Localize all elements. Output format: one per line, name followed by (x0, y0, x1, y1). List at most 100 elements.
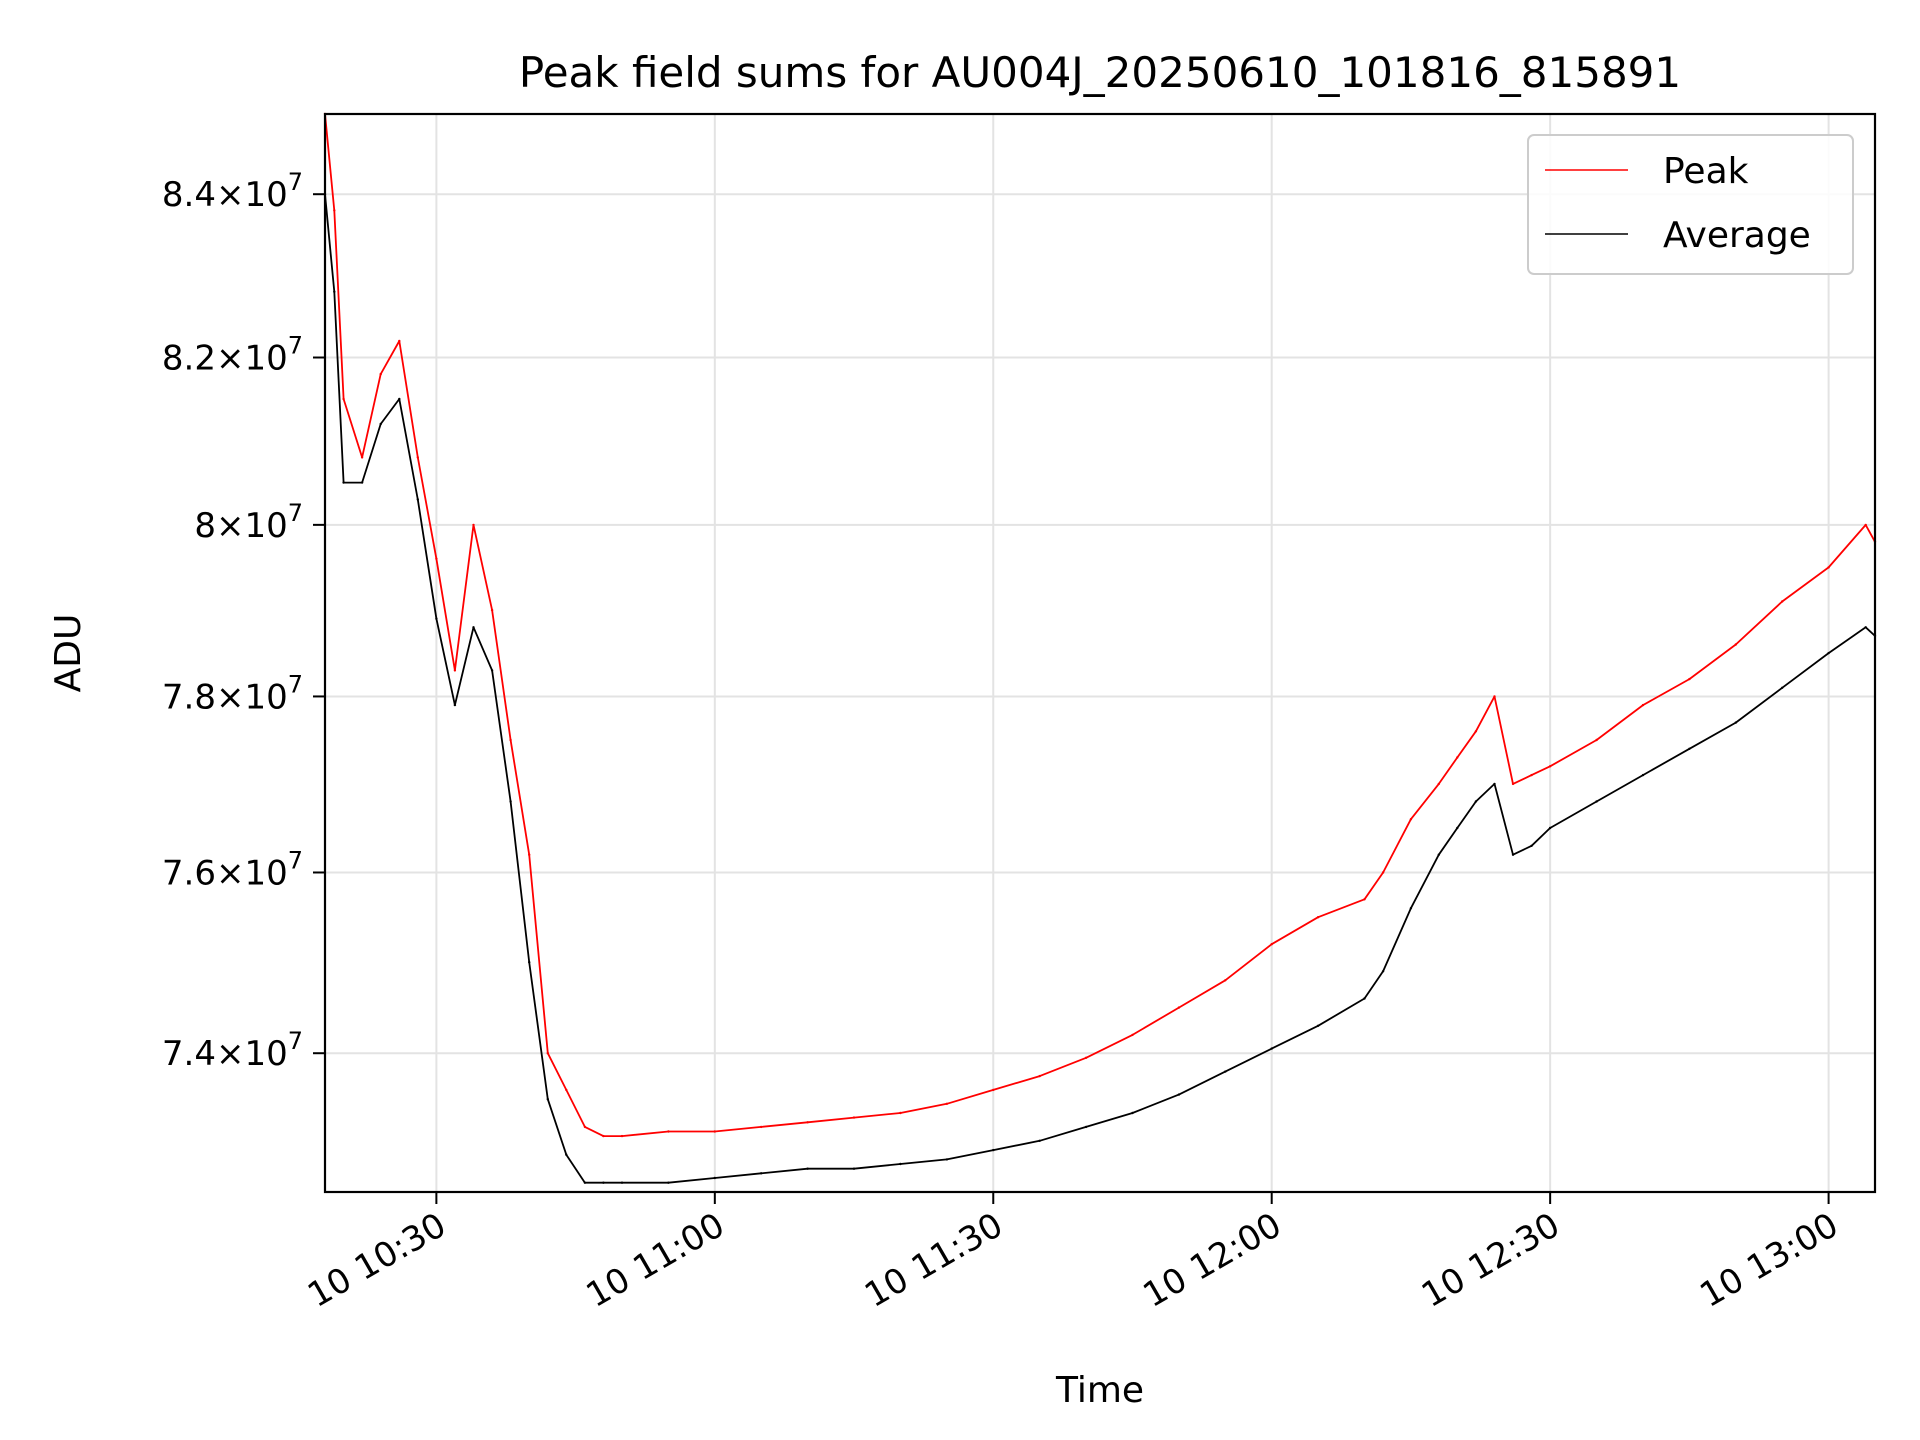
data-point-peak (1131, 1033, 1134, 1037)
data-point-peak (1224, 979, 1227, 982)
y-tick-label: 8×107 (194, 499, 303, 546)
data-point-average (453, 703, 457, 707)
data-point-average (760, 1172, 763, 1175)
y-axis-ticks: 7.4×107 7.6×107 7.8×107 8×107 8.2×107 8.4×107 (162, 168, 325, 1074)
data-point-average (1177, 1093, 1181, 1096)
x-tick-label: 10 12:00 (1137, 1205, 1289, 1316)
data-point-peak (1381, 871, 1385, 874)
data-point-average (1688, 747, 1691, 750)
data-point-peak (1548, 765, 1552, 768)
data-point-average (379, 422, 382, 426)
data-point-average (1734, 721, 1738, 724)
data-point-peak (1177, 1006, 1181, 1009)
data-point-average (398, 397, 401, 401)
data-point-average (1493, 782, 1496, 786)
data-point-average (583, 1181, 587, 1184)
data-point-average (360, 481, 364, 484)
chart-title: Peak field sums for AU004J_20250610_1018… (519, 48, 1681, 97)
data-point-average (992, 1148, 995, 1152)
data-point-peak (453, 669, 457, 672)
data-point-peak (1038, 1074, 1041, 1078)
data-point-average (1548, 826, 1552, 830)
data-point-average (333, 290, 336, 293)
data-point-peak (1530, 773, 1533, 777)
data-point-peak (1456, 756, 1459, 759)
series-lines (323, 112, 1877, 1184)
data-point-average (1270, 1047, 1273, 1050)
data-point-average (1530, 844, 1533, 847)
plot-frame (323, 112, 1877, 1194)
series-line-average (324, 194, 1876, 1184)
data-point-average (945, 1158, 949, 1161)
y-tick-label: 7.4×107 (162, 1027, 303, 1074)
data-point-average (1781, 686, 1784, 689)
data-point-peak (1270, 943, 1273, 946)
data-point-peak (1437, 782, 1441, 786)
data-point-peak (1409, 818, 1413, 821)
data-point-average (1084, 1125, 1088, 1129)
data-point-average (713, 1176, 716, 1180)
data-point-peak (416, 456, 419, 459)
data-point-average (1827, 651, 1830, 655)
data-point-peak (760, 1125, 763, 1129)
data-point-peak (667, 1130, 670, 1133)
data-point-average (667, 1181, 670, 1184)
data-point-average (1131, 1111, 1134, 1115)
data-point-average (1641, 773, 1645, 777)
grid-lines (325, 114, 1875, 1192)
data-point-average (565, 1153, 568, 1156)
data-point-peak (490, 608, 494, 612)
y-axis-label: ADU (48, 614, 89, 693)
x-axis-label: Time (1055, 1370, 1144, 1411)
data-point-peak (379, 372, 382, 376)
data-point-peak (1734, 643, 1738, 646)
data-point-peak (1511, 782, 1515, 786)
data-point-average (1316, 1024, 1320, 1028)
data-point-average (416, 498, 419, 501)
data-point-peak (360, 456, 364, 459)
data-point-peak (1363, 898, 1366, 901)
data-point-average (806, 1167, 809, 1170)
data-point-peak (435, 557, 438, 560)
data-point-peak (342, 397, 345, 401)
data-point-average (1474, 800, 1478, 803)
data-point-peak (583, 1125, 587, 1129)
data-point-average (1456, 826, 1459, 830)
data-point-average (852, 1167, 856, 1170)
data-point-peak (398, 339, 401, 343)
data-point-peak (472, 523, 475, 527)
data-point-peak (565, 1088, 568, 1092)
data-point-peak (528, 853, 531, 856)
data-point-average (1409, 907, 1413, 910)
data-point-average (490, 669, 494, 672)
data-point-average (472, 626, 475, 629)
data-point-average (435, 617, 438, 620)
data-point-average (342, 481, 345, 484)
x-tick-label: 10 11:00 (580, 1205, 732, 1316)
data-point-average (509, 800, 512, 803)
legend-average-label: Average (1663, 215, 1811, 256)
x-axis-ticks: 10 10:30 10 11:00 10 11:30 10 12:00 10 12:30… (301, 1192, 1845, 1316)
data-point-average (1864, 626, 1867, 629)
data-point-peak (1084, 1056, 1088, 1060)
data-point-peak (546, 1052, 549, 1055)
data-point-peak (713, 1130, 716, 1133)
x-tick-label: 10 13:00 (1693, 1205, 1845, 1316)
data-point-average (1224, 1070, 1227, 1073)
data-point-average (528, 961, 531, 964)
data-point-peak (509, 738, 512, 742)
data-point-average (602, 1181, 605, 1184)
x-tick-label: 10 12:30 (1415, 1205, 1567, 1316)
data-point-average (620, 1181, 624, 1184)
data-point-average (1363, 997, 1366, 1000)
data-point-peak (1827, 566, 1830, 569)
data-point-peak (602, 1134, 605, 1138)
data-point-peak (1316, 916, 1320, 919)
data-point-peak (1641, 703, 1645, 707)
data-point-peak (1493, 695, 1496, 698)
data-point-peak (1595, 738, 1598, 742)
data-point-average (546, 1098, 549, 1101)
y-tick-label: 7.8×107 (162, 670, 303, 717)
y-tick-label: 7.6×107 (162, 846, 303, 893)
